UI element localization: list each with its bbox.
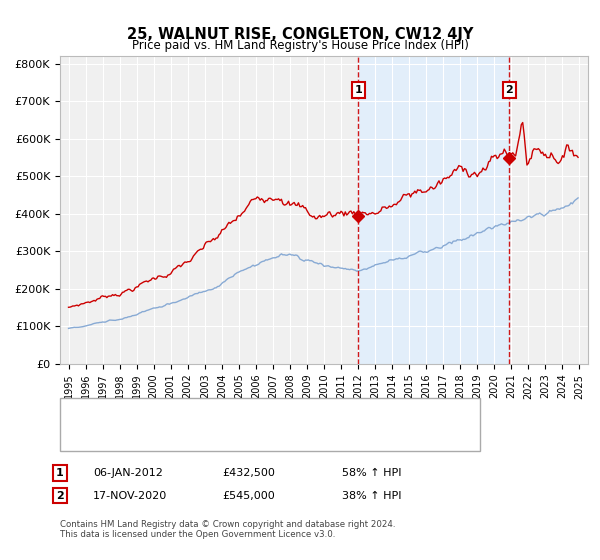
Text: 1: 1 — [355, 85, 362, 95]
Text: 06-JAN-2012: 06-JAN-2012 — [93, 468, 163, 478]
Text: £545,000: £545,000 — [222, 491, 275, 501]
Text: ━━: ━━ — [72, 431, 89, 445]
Text: 17-NOV-2020: 17-NOV-2020 — [93, 491, 167, 501]
Text: 2: 2 — [56, 491, 64, 501]
Text: 2: 2 — [505, 85, 513, 95]
Text: 58% ↑ HPI: 58% ↑ HPI — [342, 468, 401, 478]
Text: 25, WALNUT RISE, CONGLETON, CW12 4JY: 25, WALNUT RISE, CONGLETON, CW12 4JY — [127, 27, 473, 42]
Text: ━━: ━━ — [72, 405, 89, 419]
Bar — [358, 56, 509, 364]
Text: 1: 1 — [56, 468, 64, 478]
Text: Contains HM Land Registry data © Crown copyright and database right 2024.
This d: Contains HM Land Registry data © Crown c… — [60, 520, 395, 539]
Text: £432,500: £432,500 — [222, 468, 275, 478]
Text: 38% ↑ HPI: 38% ↑ HPI — [342, 491, 401, 501]
Text: 25, WALNUT RISE, CONGLETON, CW12 4JY (detached house): 25, WALNUT RISE, CONGLETON, CW12 4JY (de… — [102, 408, 416, 418]
Text: HPI: Average price, detached house, Cheshire East: HPI: Average price, detached house, Ches… — [102, 432, 367, 442]
Text: Price paid vs. HM Land Registry's House Price Index (HPI): Price paid vs. HM Land Registry's House … — [131, 39, 469, 52]
